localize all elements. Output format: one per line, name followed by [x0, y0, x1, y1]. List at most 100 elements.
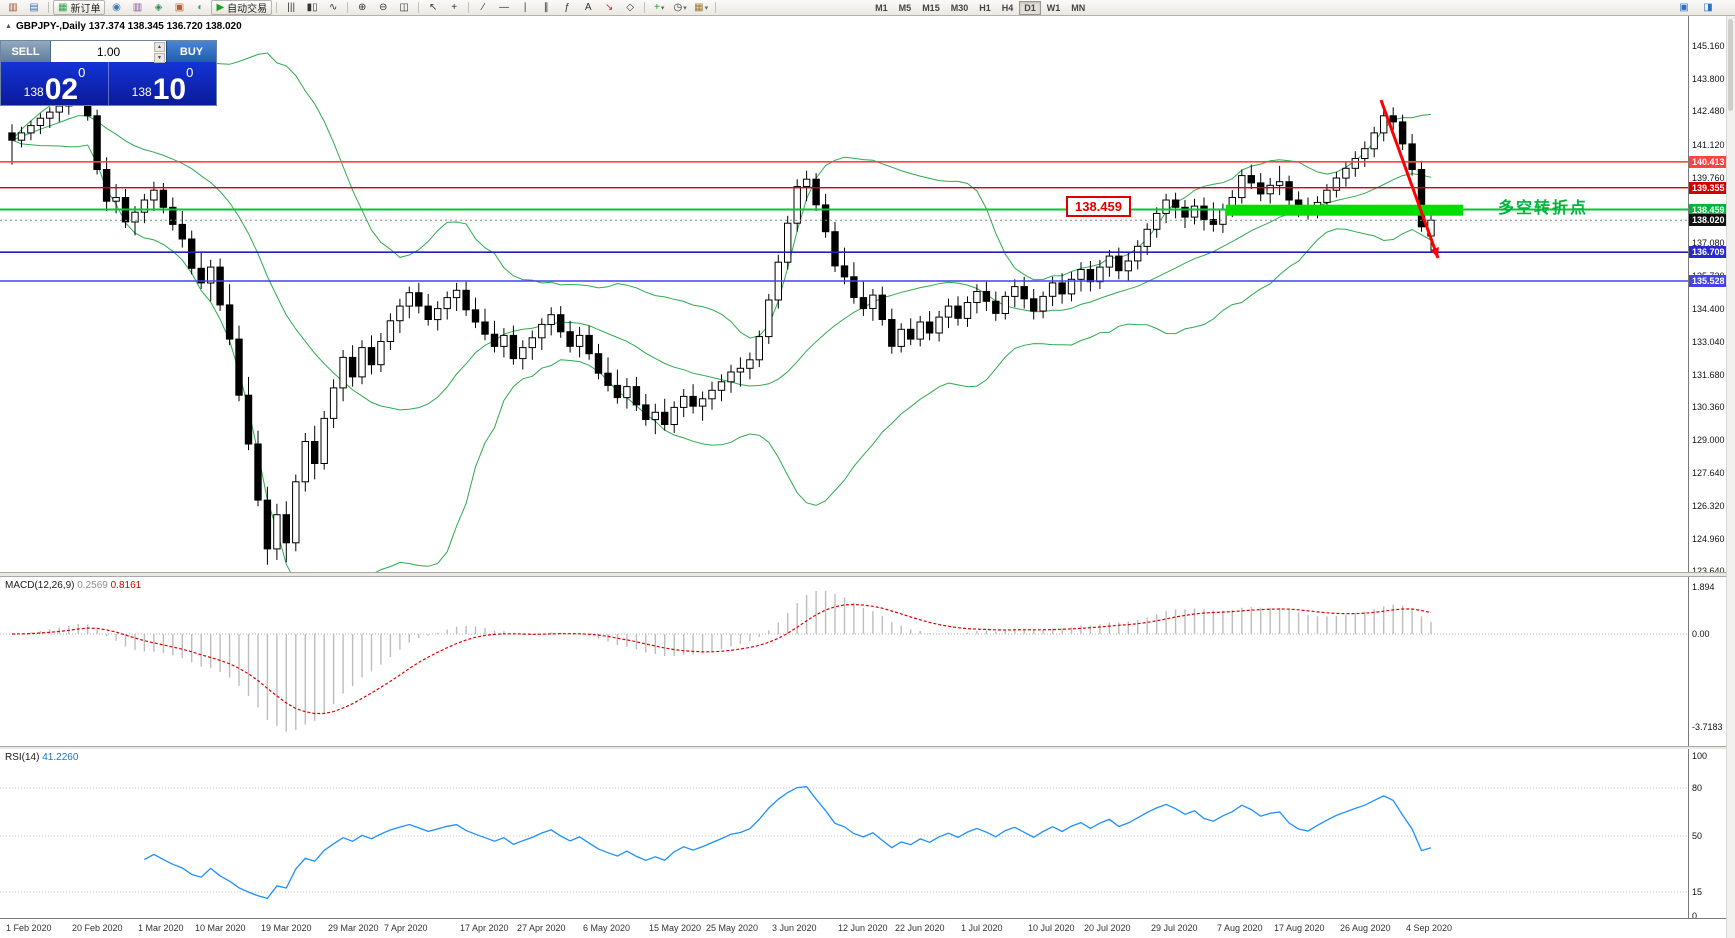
bear-candle	[566, 331, 574, 347]
volume-down-button[interactable]: ▼	[154, 53, 165, 63]
toolbar-right-group: ▣ ◨	[1674, 1, 1718, 15]
trend-arrow[interactable]	[1379, 99, 1440, 259]
trendline-icon[interactable]: ∕	[473, 1, 493, 15]
bull-candle	[717, 381, 726, 391]
panel-splitter[interactable]	[0, 572, 1735, 577]
new-chart-icon[interactable]: ▥	[3, 1, 23, 15]
rsi-panel[interactable]: 100 80 50 15 0 RSI(14) 41.2260	[0, 749, 1735, 918]
market-watch-icon[interactable]: ◉	[106, 1, 126, 15]
fibonacci-icon[interactable]: ƒ	[557, 1, 577, 15]
date-axis[interactable]: 1 Feb 2020 20 Feb 2020 1 Mar 2020 10 Mar 20…	[0, 918, 1735, 938]
bull-candle	[1096, 266, 1104, 283]
timeframe-h4[interactable]: H4	[1001, 2, 1014, 13]
horizontal-line-icon[interactable]: ―	[494, 1, 514, 15]
zoom-in-icon[interactable]: ⊕	[352, 1, 372, 15]
bull-candle	[575, 334, 584, 347]
crosshair-icon: +	[451, 1, 458, 13]
volume-up-button[interactable]: ▲	[154, 42, 165, 52]
macd-plot[interactable]	[0, 577, 1688, 746]
bull-candle	[1048, 282, 1057, 297]
timeframe-m30[interactable]: M30	[950, 2, 969, 13]
sell-price[interactable]: 138 02 0	[1, 62, 109, 105]
bull-candle	[405, 292, 414, 307]
macd-panel[interactable]: 1.894 0.00 -3.7183 MACD(12,26,9) 0.2569 0.…	[0, 577, 1735, 746]
terminal-icon[interactable]: ▣	[169, 1, 189, 15]
bear-candle	[1285, 181, 1293, 201]
macd-signal-value: 0.8161	[110, 580, 142, 591]
arrow-tool-icon[interactable]: ↘	[599, 1, 619, 15]
timeframe-d1[interactable]: D1	[1019, 0, 1041, 15]
bull-candle	[916, 321, 924, 340]
price-axis[interactable]: 145.160 143.800 142.480 141.120 139.760 138.4…	[1688, 16, 1728, 572]
macd-axis[interactable]: 1.894 0.00 -3.7183	[1688, 577, 1728, 746]
buy-button[interactable]: BUY	[166, 41, 216, 62]
buy-price[interactable]: 138 10 0	[109, 62, 216, 105]
trendline-icon: ∕	[482, 1, 484, 13]
bull-candle	[802, 178, 811, 187]
bull-candle	[651, 411, 659, 421]
timeframe-m1[interactable]: M1	[875, 2, 888, 13]
chart-profiles-icon: ▤	[29, 1, 39, 13]
main-chart-panel[interactable]: 145.160 143.800 142.480 141.120 139.760 138.4…	[0, 16, 1735, 572]
bull-candle	[112, 197, 120, 202]
price-axis-label: 129.000	[1692, 435, 1725, 445]
cursor-icon: ↖	[428, 1, 438, 13]
bear-candle	[925, 321, 934, 334]
timeframe-mn[interactable]: MN	[1071, 2, 1086, 13]
price-plot[interactable]	[0, 16, 1688, 572]
price-axis-label: 130.360	[1692, 402, 1725, 412]
buy-price-pips: 10	[152, 72, 187, 106]
date-axis-label: 4 Sep 2020	[1406, 923, 1453, 933]
rsi-value: 41.2260	[42, 752, 79, 763]
strategy-tester-icon[interactable]: ◐	[190, 1, 210, 15]
zoom-out-icon[interactable]: ⊖	[373, 1, 393, 15]
panel-splitter[interactable]	[0, 746, 1735, 749]
timeframe-m5[interactable]: M5	[898, 2, 912, 13]
data-window-icon[interactable]: ▥	[127, 1, 147, 15]
navigator-icon[interactable]: ◈	[148, 1, 168, 15]
rsi-plot[interactable]	[0, 749, 1688, 918]
cursor-icon[interactable]: ↖	[423, 1, 443, 15]
chart-profiles-icon[interactable]: ▤	[24, 1, 44, 15]
vertical-scrollbar[interactable]	[1726, 16, 1735, 938]
templates-icon[interactable]: ▦ ▾	[691, 1, 711, 15]
autotrading-button[interactable]: ▶ 自动交易	[211, 0, 273, 15]
rsi-axis[interactable]: 100 80 50 15 0	[1688, 749, 1728, 918]
shapes-icon: ◇	[626, 1, 634, 13]
periods-icon[interactable]: ◷ ▾	[670, 1, 690, 15]
bull-candle	[1190, 205, 1199, 218]
candlestick-chart-icon[interactable]: ▮▯	[302, 1, 322, 15]
bear-candle	[462, 289, 470, 311]
timeframe-w1[interactable]: W1	[1046, 2, 1061, 13]
bear-candle	[812, 178, 820, 206]
indicators-icon[interactable]: + ▾	[649, 1, 669, 15]
vertical-line-icon[interactable]: ∣	[515, 1, 535, 15]
timeframe-m15[interactable]: M15	[922, 2, 940, 13]
sell-button[interactable]: SELL	[1, 41, 51, 62]
new-order-button[interactable]: ▦ 新订单	[53, 0, 106, 15]
channel-icon[interactable]: ∥	[536, 1, 556, 15]
bear-candle	[415, 292, 423, 307]
scrollbar-thumb[interactable]	[1728, 19, 1733, 111]
layout-icon[interactable]: ◨	[1703, 2, 1713, 13]
support-zone-rectangle[interactable]	[1226, 204, 1463, 216]
bear-candle	[244, 394, 253, 445]
crosshair-icon[interactable]: +	[444, 1, 464, 15]
volume-input[interactable]: 1.00 ▲ ▼	[51, 41, 166, 63]
bear-candle	[907, 328, 915, 340]
line-chart-icon[interactable]: ∿	[323, 1, 343, 15]
bull-candle	[623, 386, 631, 399]
text-tool-icon[interactable]: A	[578, 1, 598, 15]
bull-candle	[329, 387, 338, 419]
price-level-label[interactable]: 138.459	[1066, 196, 1131, 217]
bar-chart-icon[interactable]: |||	[281, 1, 301, 15]
timeframe-h1[interactable]: H1	[979, 2, 991, 13]
date-axis-label: 17 Apr 2020	[460, 923, 509, 933]
arrow-tool-icon: ↘	[604, 1, 614, 13]
tile-windows-icon[interactable]: ◫	[394, 1, 414, 15]
bear-candle	[102, 169, 111, 202]
shapes-icon[interactable]: ◇	[620, 1, 640, 15]
bear-candle	[604, 372, 612, 386]
community-icon[interactable]: ▣	[1679, 2, 1689, 13]
bear-candle	[557, 314, 565, 333]
